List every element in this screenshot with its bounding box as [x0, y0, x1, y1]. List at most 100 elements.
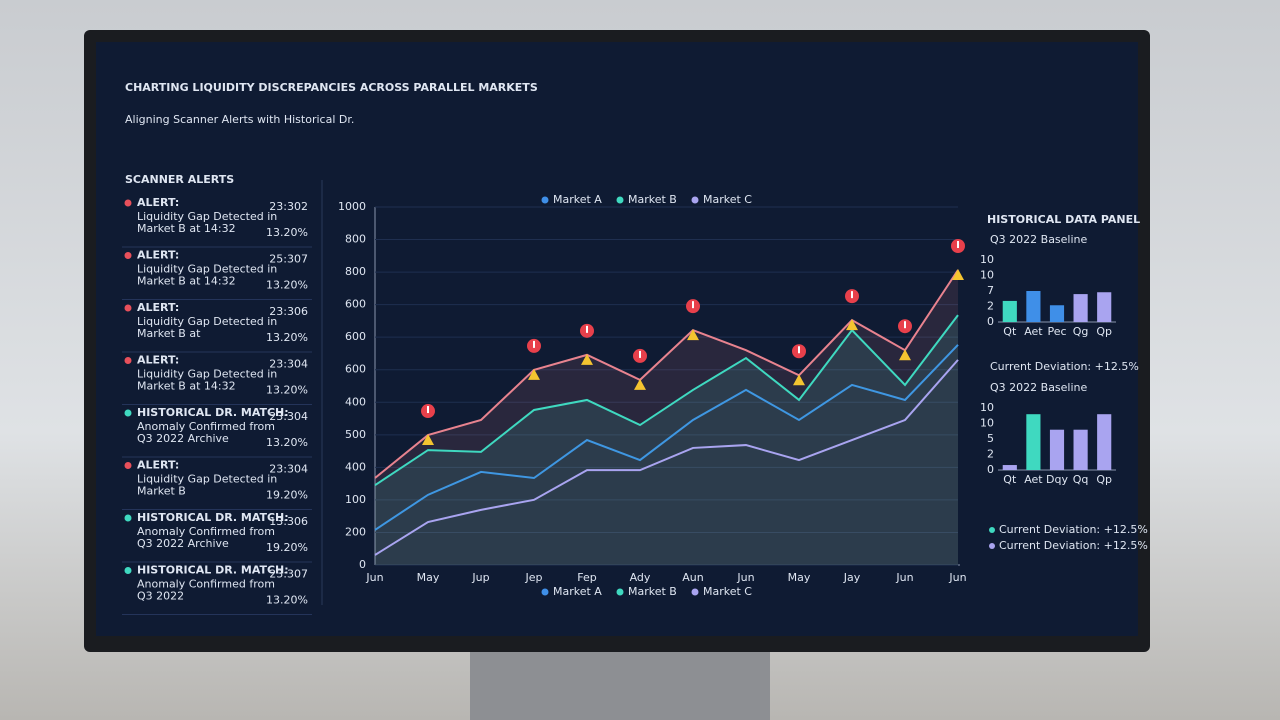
alerts-title: SCANNER ALERTS: [125, 173, 234, 186]
side-x-label: Qt: [1003, 325, 1017, 338]
x-tick-label: Aun: [682, 571, 703, 584]
subtitle: Aligning Scanner Alerts with Historical …: [125, 113, 354, 126]
side-x-label: Aet: [1024, 325, 1043, 338]
y-tick-label: 0: [359, 558, 366, 571]
legend-dot: [616, 196, 624, 204]
alert-label: ALERT:: [137, 249, 179, 262]
title: CHARTING LIQUIDITY DISCREPANCIES ACROSS …: [125, 81, 538, 94]
side-y-label: 2: [987, 300, 994, 313]
alert-icon-bang: [957, 241, 959, 249]
warning-icon: [581, 353, 593, 365]
bar: [1097, 414, 1112, 470]
side-y-label: 10: [980, 401, 994, 414]
side-x-label: Qt: [1003, 473, 1017, 486]
warning-icon: [528, 368, 540, 380]
alert-dot: [124, 514, 132, 522]
alert-label: ALERT:: [137, 301, 179, 314]
alert-icon-bang: [586, 325, 588, 333]
alert-label: ALERT:: [137, 354, 179, 367]
bar: [1049, 429, 1065, 470]
alert-time: 23:304: [269, 463, 308, 476]
side-legend-dot: [989, 543, 995, 549]
alert-time: 23:307: [269, 568, 308, 581]
alert-icon-bang: [798, 346, 800, 354]
alert-label: ALERT:: [137, 196, 179, 209]
side-legend-text: Current Deviation: +12.5%: [999, 539, 1148, 552]
legend-label: Market A: [553, 193, 602, 206]
alert-pct: 13.20%: [266, 279, 308, 292]
legend-label: Market A: [553, 585, 602, 598]
x-tick-label: Jun: [895, 571, 913, 584]
side-x-label: Dqy: [1046, 473, 1068, 486]
side-y-label: 2: [987, 448, 994, 461]
side-x-label: Qg: [1073, 325, 1089, 338]
side-y-label: 0: [987, 463, 994, 476]
legend-dot: [616, 588, 624, 596]
bar: [1002, 300, 1017, 322]
alert-time: 23:304: [269, 358, 308, 371]
area: [375, 270, 958, 565]
bar: [1002, 465, 1017, 470]
alert-pct: 19.20%: [266, 541, 308, 554]
y-tick-label: 600: [345, 330, 366, 343]
alert-dot: [124, 462, 132, 469]
alert-text: Liquidity Gap Detected in: [137, 315, 277, 328]
alert-text: Market B: [137, 485, 186, 498]
side-chart-title: Q3 2022 Baseline: [990, 233, 1088, 246]
y-tick-label: 800: [345, 233, 366, 246]
alert-text: Anomaly Confirmed from: [137, 578, 275, 591]
warning-icon: [846, 319, 858, 331]
alert-text: Market B at 14:32: [137, 380, 236, 393]
legend-dot: [541, 588, 549, 596]
legend-label: Market B: [628, 193, 677, 206]
alert-pct: 13.20%: [266, 436, 308, 449]
screen: [96, 42, 1138, 636]
alert-dot: [124, 567, 132, 574]
bar: [1026, 291, 1041, 322]
y-tick-label: 200: [345, 525, 366, 538]
alert-pct: 13.20%: [266, 331, 308, 344]
side-y-label: 5: [987, 432, 994, 445]
alert-icon-bang: [904, 321, 906, 329]
legend-label: Market C: [703, 585, 752, 598]
alert-text: Q3 2022 Archive: [137, 432, 229, 445]
bar: [1049, 305, 1065, 322]
x-tick-label: Jep: [525, 571, 543, 584]
warning-icon: [687, 329, 699, 341]
side-legend-dot: [989, 527, 995, 533]
alert-time: 13:306: [269, 515, 308, 528]
alert-time: 23:302: [269, 200, 308, 213]
deviation: Current Deviation: +12.5%: [990, 360, 1139, 373]
y-tick-label: 800: [345, 265, 366, 278]
x-tick-label: May: [788, 571, 811, 584]
alert-time: 23:306: [269, 305, 308, 318]
side-x-label: Qp: [1096, 325, 1112, 338]
y-tick-label: 600: [345, 363, 366, 376]
x-tick-label: Jay: [843, 571, 861, 584]
alert-icon-bang: [851, 291, 853, 299]
alert-pct: 13.20%: [266, 226, 308, 239]
bar: [1026, 414, 1041, 470]
y-tick-label: 400: [345, 395, 366, 408]
x-tick-label: Jup: [471, 571, 489, 584]
upper-line: [374, 269, 959, 479]
legend-label: Market C: [703, 193, 752, 206]
alert-label: HISTORICAL DR. MATCH:: [137, 564, 289, 577]
alert-icon-bang: [427, 406, 429, 414]
alert-time: 25:307: [269, 253, 308, 266]
warning-icon: [899, 349, 911, 361]
alert-icon-bang: [639, 350, 641, 358]
alert-dot: [124, 357, 132, 364]
alert-text: Q3 2022 Archive: [137, 537, 229, 550]
side-x-label: Aet: [1024, 473, 1043, 486]
alert-icon-bang: [692, 301, 694, 309]
bar: [1073, 294, 1088, 322]
series-line: [374, 314, 959, 486]
series-line: [374, 344, 959, 531]
y-tick-label: 500: [345, 428, 366, 441]
x-tick-label: Ady: [630, 571, 651, 584]
x-tick-label: Jun: [736, 571, 754, 584]
alert-text: Market B at 14:32: [137, 275, 236, 288]
x-tick-label: Jun: [365, 571, 383, 584]
